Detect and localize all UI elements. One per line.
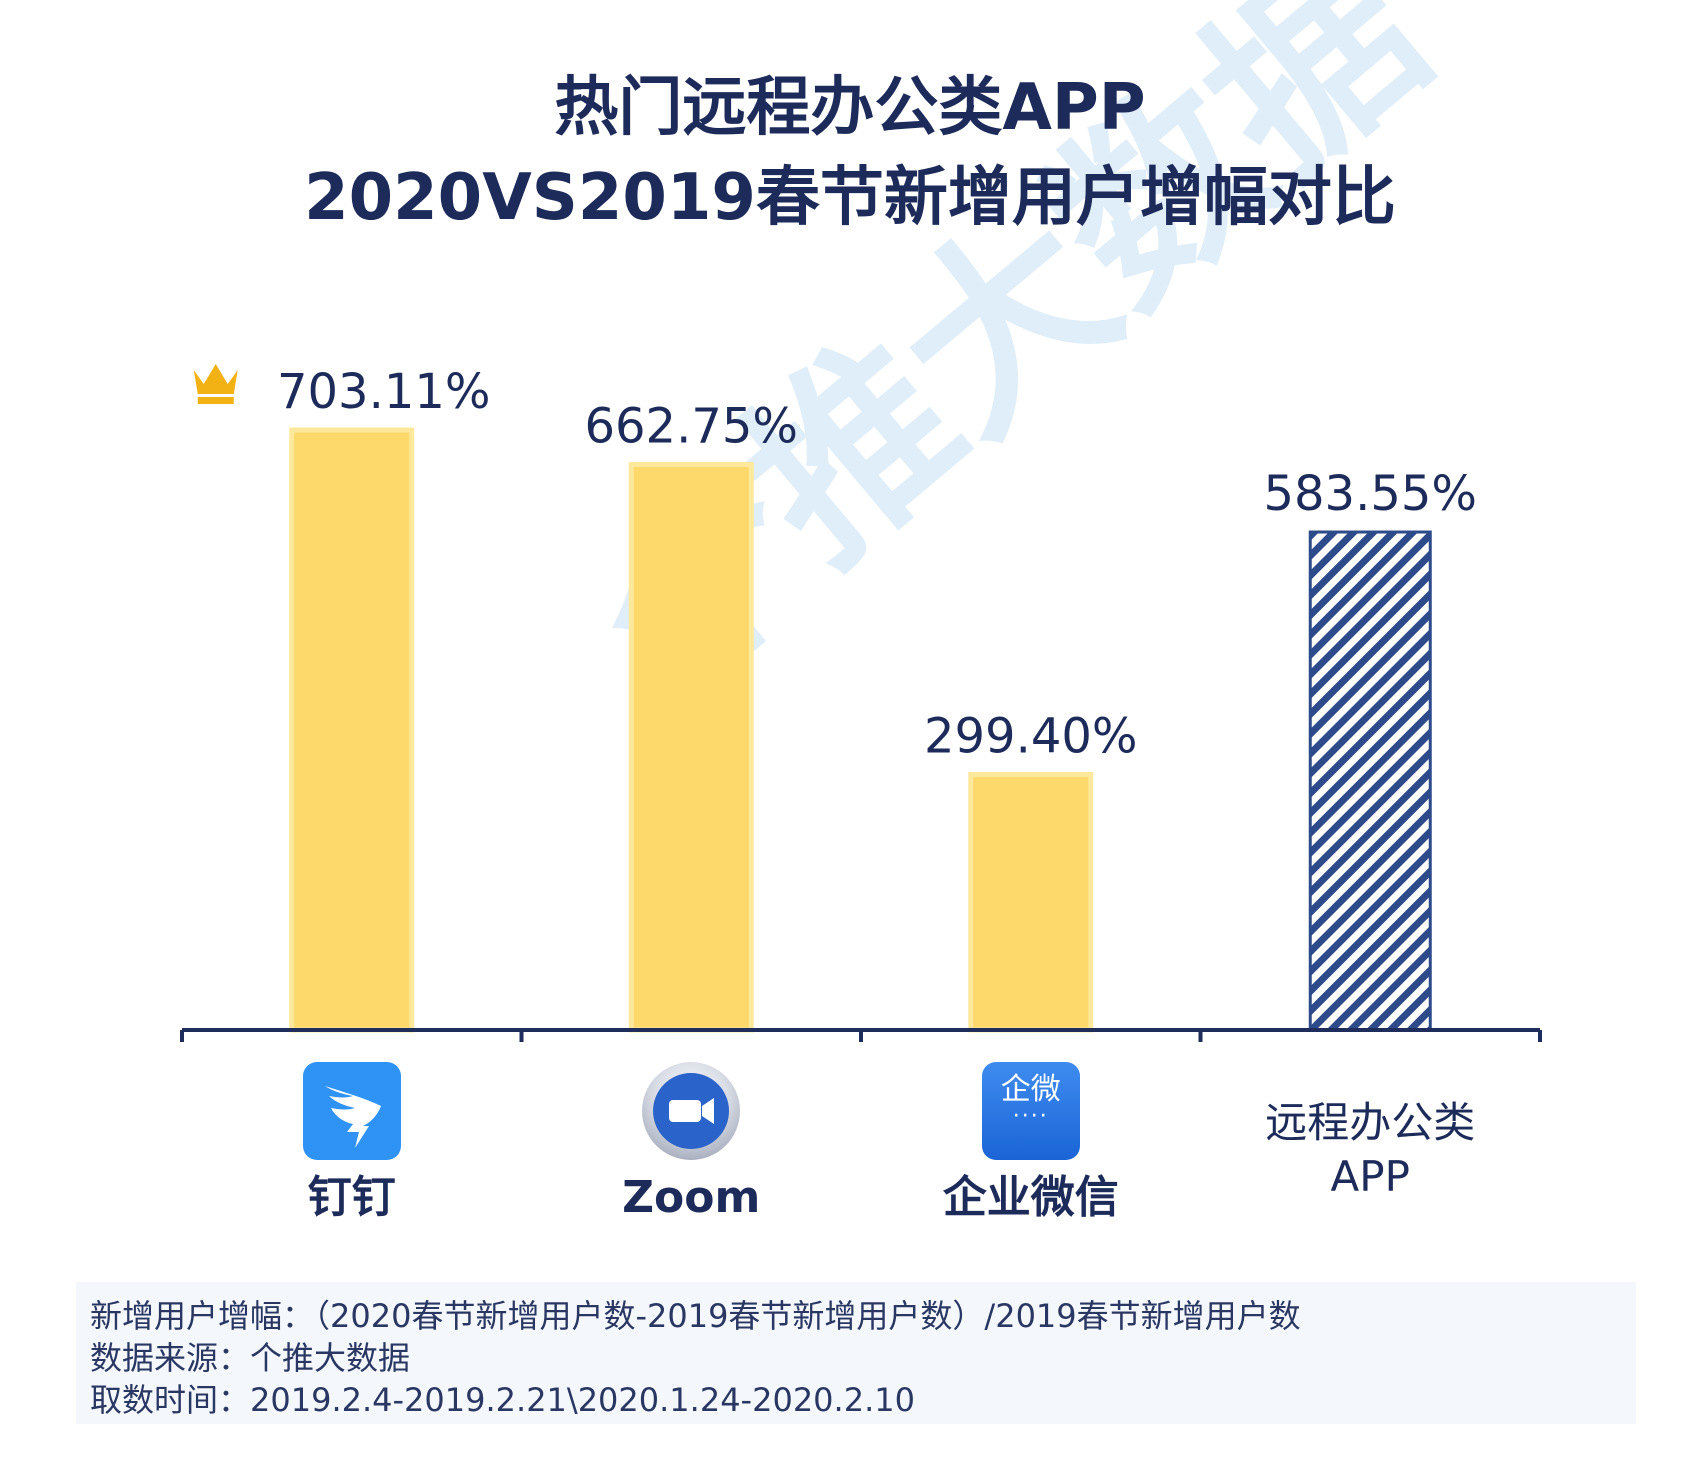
category-name-3: 企业微信 [942, 1172, 1119, 1223]
data-label-1: 703.11% [277, 364, 491, 420]
data-label-3: 299.40% [924, 709, 1138, 765]
dingtalk-icon [302, 1062, 401, 1160]
bar-4 [1308, 530, 1432, 1032]
category-label-3: 企微 ···· 企业微信 [861, 1062, 1201, 1226]
zoom-icon [642, 1062, 741, 1160]
note-source: 数据来源：个推大数据 [90, 1339, 411, 1377]
note-period: 取数时间：2019.2.4-2019.2.21\2020.1.24-2020.2… [90, 1381, 915, 1419]
bar-3 [968, 772, 1094, 1033]
bar-1 [289, 427, 415, 1033]
data-label-4: 583.55% [1263, 466, 1477, 522]
category-label-1: 钉钉 [182, 1062, 522, 1226]
category-name-4-line-2: APP [1330, 1152, 1410, 1201]
category-label-4: 远程办公类 APP [1200, 1096, 1540, 1204]
category-name-2: Zoom [622, 1172, 761, 1223]
footnote-box: 新增用户增幅：（2020春节新增用户数-2019春节新增用户数）/2019春节新… [76, 1282, 1636, 1424]
chart-title-line1: 热门远程办公类APP [554, 71, 1146, 145]
note-formula: 新增用户增幅：（2020春节新增用户数-2019春节新增用户数）/2019春节新… [90, 1297, 1301, 1335]
chart-title-line2: 2020VS2019春节新增用户增幅对比 [304, 161, 1396, 235]
category-label-2: Zoom [521, 1062, 861, 1226]
data-label-2: 662.75% [584, 398, 798, 454]
bar-chart: 703.11% 662.75% 299.40% 583.55% [180, 364, 1542, 1042]
bar-2 [628, 461, 754, 1033]
category-name-4-line-1: 远程办公类 [1265, 1098, 1476, 1147]
category-name-1: 钉钉 [307, 1172, 396, 1223]
crown-icon [193, 364, 238, 404]
wework-icon: 企微 ···· [981, 1062, 1080, 1160]
